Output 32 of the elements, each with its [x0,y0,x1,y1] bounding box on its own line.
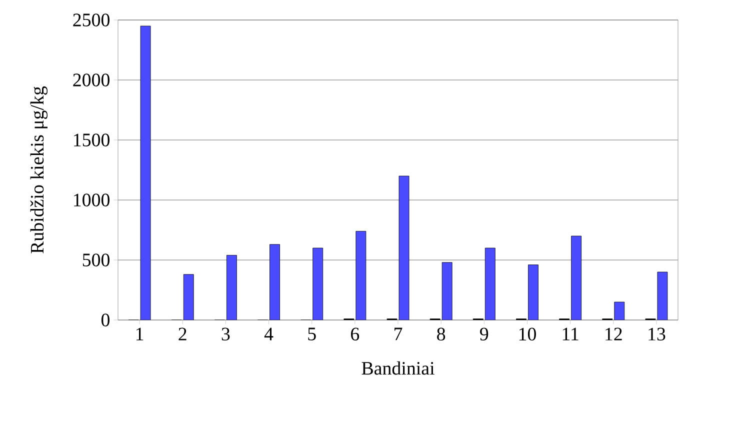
y-axis-title: Rubidžio kiekis μg/kg [30,86,48,254]
x-tick-label: 6 [351,328,360,340]
x-tick-label: 10 [519,328,536,341]
x-tick-label: 2 [178,328,186,340]
x-tick-label: 7 [394,328,402,340]
bar [442,262,452,320]
bar [183,274,194,320]
x-tick-label: 12 [606,328,622,340]
bar [571,236,582,320]
bar [484,248,496,320]
bar [356,231,366,320]
x-tick-label: 11 [562,328,578,340]
bar [270,244,280,320]
x-tick-label: 8 [437,328,446,341]
x-tick-label: 9 [480,328,488,340]
x-tick-label: 5 [308,328,316,340]
x-tick-label: 13 [648,328,666,340]
x-tick-label: 1 [136,328,144,340]
y-tick-label: 1500 [74,134,110,146]
bar [614,302,625,320]
y-tick-label: 1000 [74,194,110,206]
bar [528,264,538,320]
bar [140,26,151,320]
y-tick-label: 2500 [73,14,110,26]
x-tick-label: 3 [222,328,230,340]
bar [226,255,237,320]
y-tick-label: 0 [101,314,110,326]
bar [312,248,324,320]
y-tick-label: 2000 [73,74,110,86]
y-tick-label: 500 [82,254,110,266]
x-tick-label: 4 [264,328,274,340]
x-axis-title: Bandiniai [362,361,434,375]
